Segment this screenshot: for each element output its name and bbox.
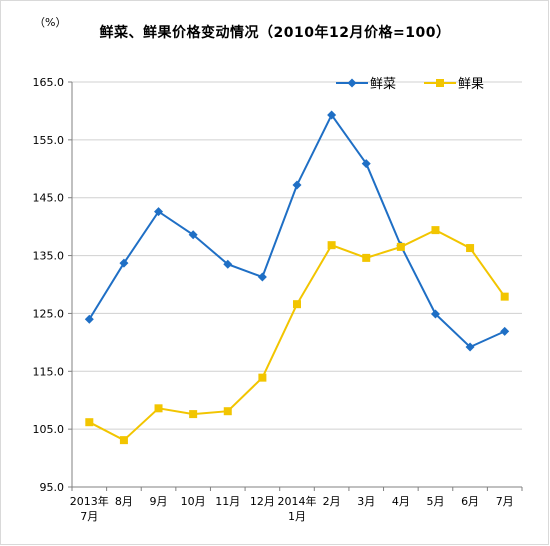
- data-point-square: [293, 300, 301, 309]
- y-tick-label: 95.0: [40, 481, 65, 494]
- legend-marker: [347, 78, 357, 88]
- data-point-square: [119, 436, 128, 445]
- data-point-square: [258, 373, 267, 382]
- data-point-diamond: [327, 110, 337, 120]
- y-tick-label: 105.0: [33, 423, 65, 436]
- data-point-diamond: [84, 314, 94, 324]
- data-point-diamond: [257, 272, 267, 282]
- data-point-square: [396, 242, 405, 251]
- x-tick-label: 5月: [426, 495, 444, 508]
- x-tick-label: 4月: [392, 495, 410, 508]
- data-point-diamond: [500, 326, 510, 336]
- data-point-diamond: [154, 207, 164, 217]
- x-tick-label: 1月: [288, 510, 306, 523]
- x-tick-label: 7月: [80, 510, 98, 523]
- legend-label: 鲜果: [458, 77, 484, 92]
- y-unit-label: （%）: [34, 16, 67, 29]
- data-point-square: [500, 292, 509, 301]
- x-tick-label: 6月: [461, 495, 479, 508]
- data-point-diamond: [119, 258, 129, 268]
- y-tick-label: 115.0: [33, 365, 65, 378]
- legend-label: 鲜菜: [370, 77, 396, 92]
- data-point-square: [189, 410, 198, 419]
- x-tick-label: 9月: [150, 495, 168, 508]
- x-tick-label: 11月: [215, 495, 240, 508]
- y-tick-label: 135.0: [33, 250, 65, 263]
- series-line: [88, 113, 506, 349]
- series-line: [88, 228, 506, 442]
- y-tick-label: 155.0: [33, 134, 65, 147]
- x-tick-label: 2月: [323, 495, 341, 508]
- data-point-square: [466, 244, 475, 253]
- data-point-square: [327, 241, 336, 250]
- data-point-diamond: [465, 342, 475, 352]
- data-point-diamond: [361, 159, 371, 169]
- x-tick-label: 2013年: [70, 494, 109, 508]
- chart-title: 鲜菜、鲜果价格变动情况（2010年12月价格=100）: [99, 25, 451, 41]
- data-point-square: [85, 418, 94, 427]
- data-point-square: [223, 407, 232, 416]
- x-tick-label: 2014年: [278, 494, 317, 508]
- x-tick-label: 7月: [496, 495, 514, 508]
- y-tick-label: 165.0: [33, 76, 65, 89]
- x-tick-label: 8月: [115, 495, 133, 508]
- data-point-square: [154, 404, 163, 413]
- data-point-diamond: [188, 230, 198, 240]
- data-point-diamond: [292, 180, 302, 190]
- data-point-diamond: [430, 309, 440, 319]
- y-tick-label: 145.0: [33, 192, 65, 205]
- data-point-diamond: [223, 259, 233, 269]
- x-tick-label: 10月: [181, 495, 206, 508]
- x-tick-label: 12月: [250, 495, 275, 508]
- y-tick-label: 125.0: [33, 307, 65, 320]
- x-tick-label: 3月: [357, 495, 375, 508]
- data-point-square: [431, 226, 440, 235]
- legend-marker: [436, 79, 444, 87]
- data-point-square: [362, 253, 371, 262]
